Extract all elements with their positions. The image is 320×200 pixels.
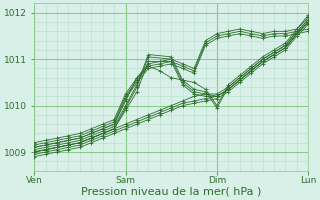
X-axis label: Pression niveau de la mer( hPa ): Pression niveau de la mer( hPa ) [81,187,261,197]
